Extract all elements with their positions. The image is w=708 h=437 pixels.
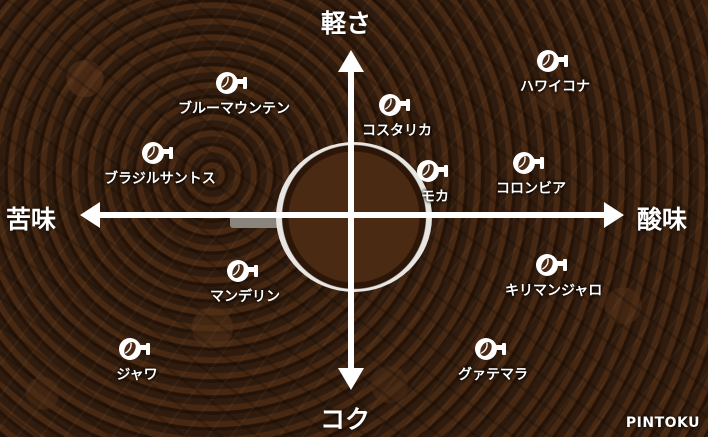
coffee-bean-cup-icon bbox=[535, 254, 567, 276]
axis-label-top: 軽さ bbox=[321, 9, 372, 38]
arrow-down bbox=[338, 368, 364, 390]
coffee-name: コロンビア bbox=[496, 181, 566, 197]
arrow-right bbox=[604, 202, 624, 228]
coffee-name: モカ bbox=[421, 189, 449, 205]
coffee-name: ジャワ bbox=[116, 367, 158, 383]
axis-label-bottom: コク bbox=[320, 405, 371, 434]
coffee-bean-cup-icon bbox=[379, 94, 410, 116]
coffee-bean-cup-icon bbox=[141, 142, 173, 164]
axis-label-left: 苦味 bbox=[6, 205, 57, 234]
arrow-left bbox=[80, 202, 100, 228]
coffee-bean-cup-icon bbox=[475, 338, 506, 360]
coffee-item: ブラジルサントス bbox=[104, 140, 216, 188]
brand-logo: PINTOKU bbox=[625, 415, 700, 431]
coffee-bean-cup-icon bbox=[119, 338, 150, 360]
coffee-item: マンデリン bbox=[210, 258, 280, 306]
coffee-bean-cup-icon bbox=[216, 72, 247, 94]
coffee-bean-cup-icon bbox=[227, 260, 258, 282]
coffee-item: キリマンジャロ bbox=[505, 252, 602, 300]
coffee-name: キリマンジャロ bbox=[505, 283, 603, 299]
axis-label-right: 酸味 bbox=[637, 205, 688, 234]
arrow-up bbox=[338, 50, 364, 72]
coffee-item: ハワイコナ bbox=[520, 48, 590, 96]
coffee-name: グァテマラ bbox=[458, 367, 528, 383]
coffee-item: コスタリカ bbox=[362, 92, 432, 140]
coffee-bean-cup-icon bbox=[417, 160, 448, 182]
coffee-name: ブルーマウンテン bbox=[178, 101, 290, 117]
coffee-name: ブラジルサントス bbox=[104, 171, 216, 187]
coffee-name: ハワイコナ bbox=[520, 79, 590, 95]
coffee-bean-cup-icon bbox=[537, 50, 568, 72]
coffee-item: モカ bbox=[414, 158, 456, 206]
coffee-name: マンデリン bbox=[210, 289, 280, 305]
coffee-item: グァテマラ bbox=[458, 336, 528, 384]
coffee-item: ジャワ bbox=[116, 336, 158, 384]
coffee-item: コロンビア bbox=[496, 150, 566, 198]
coffee-item: ブルーマウンテン bbox=[178, 70, 290, 118]
coffee-name: コスタリカ bbox=[362, 123, 432, 139]
coffee-bean-cup-icon bbox=[513, 152, 544, 174]
